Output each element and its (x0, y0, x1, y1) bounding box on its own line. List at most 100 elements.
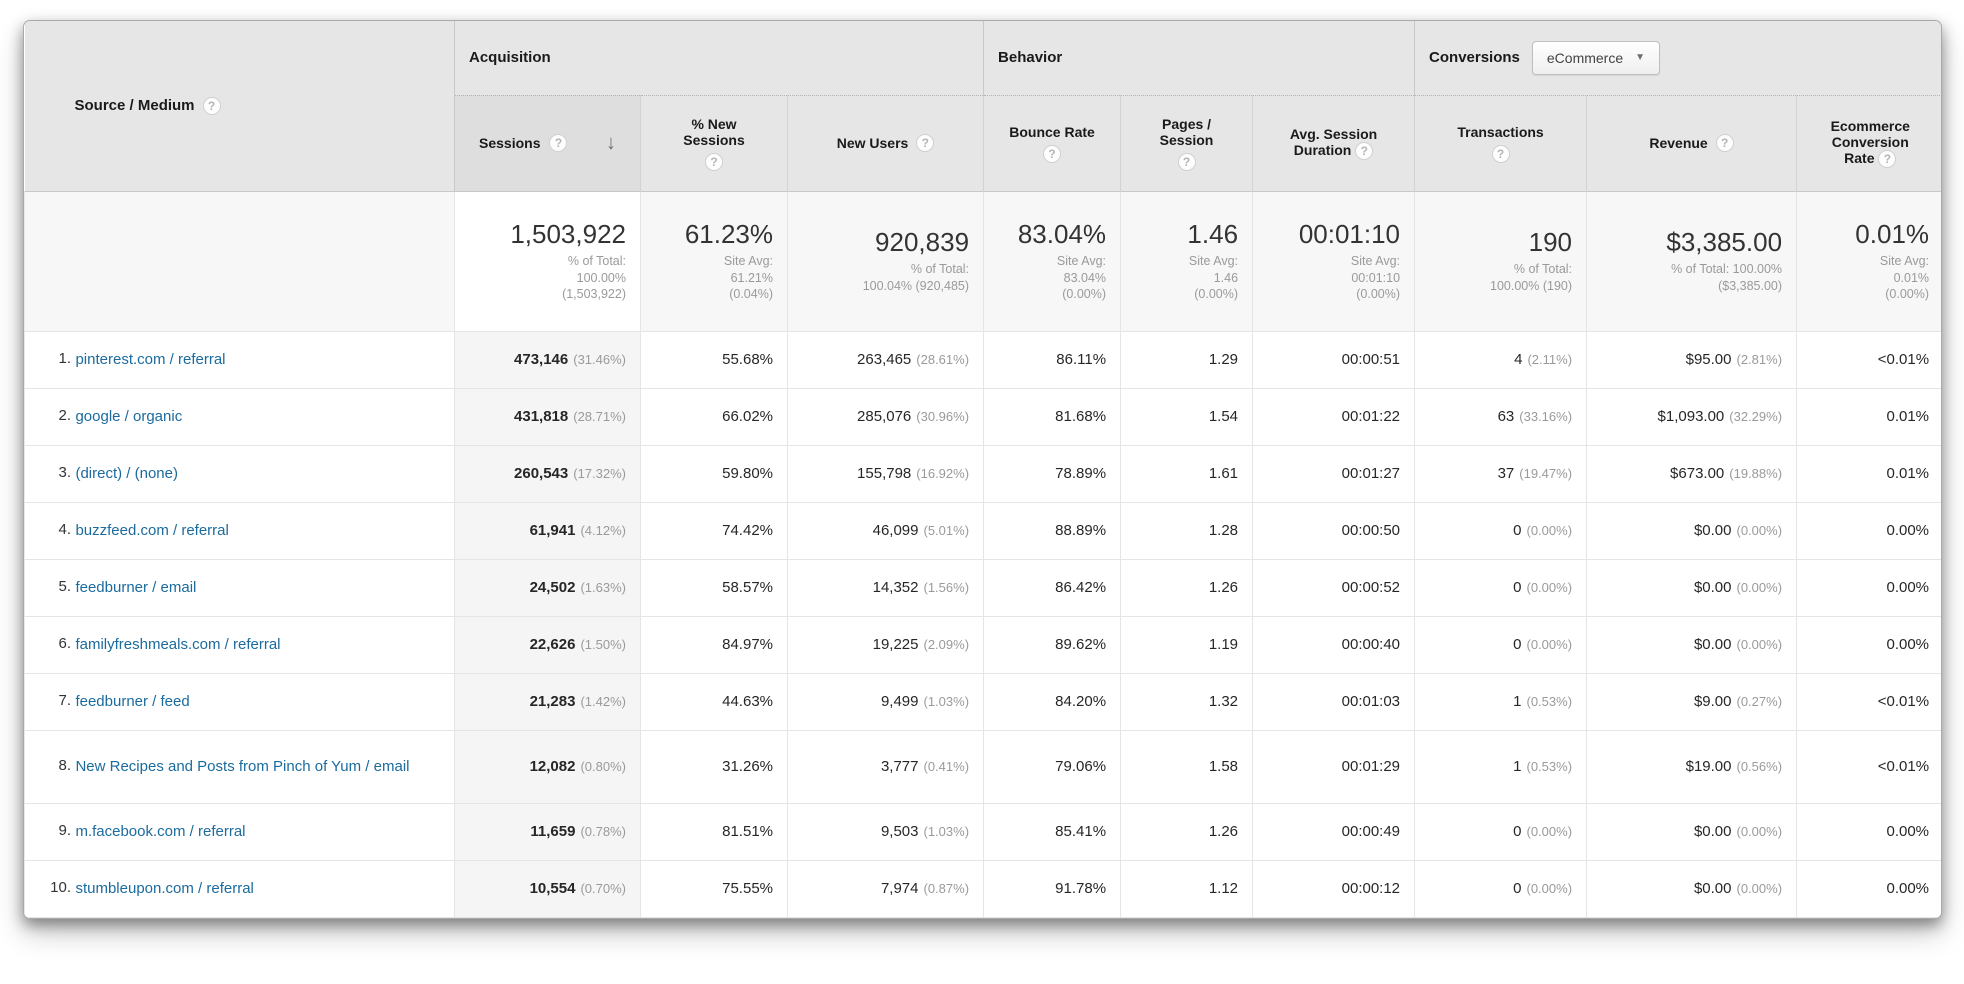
help-icon[interactable]: ? (202, 96, 221, 115)
totals-empty-cell (24, 190, 455, 332)
bounce-rate-cell: 86.11% (983, 330, 1122, 389)
pct-new-sessions-cell: 74.42% (640, 501, 788, 560)
duration-value: 00:00:52 (1341, 578, 1401, 596)
source-medium-link[interactable]: stumbleupon.com / referral (75, 879, 254, 897)
ecom-rate-cell: <0.01% (1796, 672, 1941, 731)
column-header-pages-session[interactable]: Pages / Session ? (1120, 94, 1253, 191)
sort-descending-icon: ↓ (606, 132, 616, 154)
source-medium-link[interactable]: feedburner / email (75, 578, 197, 596)
help-icon[interactable]: ? (1355, 142, 1374, 160)
column-header-sessions[interactable]: Sessions ? ↓ (454, 94, 641, 191)
ecom-value: <0.01% (1877, 757, 1930, 775)
conversions-goal-dropdown[interactable]: eCommerce ▼ (1531, 40, 1661, 75)
pct-new-sessions-header-label: % New Sessions (683, 115, 745, 148)
transactions-value: 0 (1513, 879, 1522, 897)
help-icon[interactable]: ? (1878, 150, 1897, 168)
help-icon[interactable]: ? (1715, 134, 1734, 152)
source-medium-link[interactable]: buzzfeed.com / referral (75, 521, 229, 539)
new-users-cell: 155,798 (16.92%) (786, 444, 985, 503)
pct-new-value: 75.55% (722, 879, 773, 897)
transactions-value: 1 (1513, 692, 1522, 710)
new-users-cell: 46,099 (5.01%) (786, 501, 985, 560)
transactions-cell: 0 (0.00%) (1414, 615, 1588, 674)
source-medium-link[interactable]: New Recipes and Posts from Pinch of Yum … (75, 757, 410, 775)
duration-value: 00:00:51 (1341, 350, 1401, 368)
totals-ecom-rate-cell: 0.01% Site Avg: 0.01% (0.00%) (1796, 190, 1941, 332)
duration-value: 00:00:50 (1341, 521, 1401, 539)
help-icon[interactable]: ? (1491, 144, 1510, 163)
revenue-value: $9.00 (1693, 692, 1732, 710)
pct-new-sessions-cell: 58.57% (640, 558, 788, 617)
source-medium-link[interactable]: feedburner / feed (75, 692, 190, 710)
column-header-avg-session-duration[interactable]: Avg. Session Duration ? (1252, 94, 1415, 191)
help-icon[interactable]: ? (1177, 152, 1196, 171)
pct-new-value: 84.97% (722, 635, 773, 653)
sessions-cell: 473,146 (31.46%) (454, 330, 641, 389)
help-icon[interactable]: ? (549, 134, 568, 152)
source-medium-cell: 4. buzzfeed.com / referral (24, 501, 455, 560)
source-medium-table: Source / Medium ? Acquisition Behavior C… (24, 21, 1941, 918)
source-medium-link[interactable]: familyfreshmeals.com / referral (75, 635, 281, 653)
new-users-pct: (0.87%) (923, 880, 970, 896)
revenue-value: $0.00 (1693, 578, 1732, 596)
totals-pages-value: 1.46 (1187, 218, 1239, 249)
source-medium-cell: 7. feedburner / feed (24, 672, 455, 731)
sessions-pct: (0.80%) (580, 758, 626, 774)
ecom-value: 0.00% (1886, 879, 1930, 897)
pages-session-cell: 1.58 (1120, 729, 1254, 804)
row-rank: 3. (58, 463, 71, 481)
column-header-source-medium[interactable]: Source / Medium ? (24, 21, 455, 191)
bounce-rate-cell: 78.89% (983, 444, 1122, 503)
new-users-value: 285,076 (857, 407, 912, 425)
pages-session-cell: 1.26 (1120, 558, 1254, 617)
revenue-cell: $1,093.00 (32.29%) (1586, 387, 1798, 446)
help-icon[interactable]: ? (916, 134, 935, 152)
source-medium-link[interactable]: m.facebook.com / referral (75, 822, 246, 840)
column-header-transactions[interactable]: Transactions ? (1414, 94, 1587, 191)
row-rank: 7. (58, 691, 71, 709)
duration-value: 00:01:29 (1341, 757, 1401, 775)
totals-pages-sub: Site Avg: 1.46 (0.00%) (1188, 253, 1239, 302)
revenue-value: $673.00 (1670, 464, 1725, 482)
column-header-pct-new-sessions[interactable]: % New Sessions ? (640, 94, 788, 191)
source-medium-link[interactable]: google / organic (75, 407, 183, 425)
revenue-cell: $0.00 (0.00%) (1586, 615, 1798, 674)
row-rank: 6. (58, 634, 71, 652)
transactions-cell: 1 (0.53%) (1414, 672, 1588, 731)
source-medium-link[interactable]: pinterest.com / referral (75, 350, 226, 368)
sessions-value: 431,818 (514, 407, 569, 425)
column-header-bounce-rate[interactable]: Bounce Rate ? (983, 94, 1121, 191)
column-header-ecommerce-conversion-rate[interactable]: Ecommerce Conversion Rate ? (1796, 94, 1941, 191)
help-icon[interactable]: ? (705, 152, 723, 171)
revenue-value: $0.00 (1693, 879, 1732, 897)
transactions-pct: (0.53%) (1526, 758, 1573, 774)
totals-bounce-rate-cell: 83.04% Site Avg: 83.04% (0.00%) (983, 190, 1122, 332)
new-users-pct: (1.03%) (923, 693, 970, 709)
transactions-value: 63 (1497, 407, 1515, 425)
new-users-value: 46,099 (872, 521, 919, 539)
revenue-pct: (0.00%) (1736, 823, 1783, 839)
source-medium-link[interactable]: (direct) / (none) (75, 464, 178, 482)
pages-value: 1.32 (1208, 692, 1239, 710)
totals-revenue-cell: $3,385.00 % of Total: 100.00% ($3,385.00… (1586, 190, 1798, 332)
bounce-value: 79.06% (1055, 757, 1107, 775)
row-rank: 9. (58, 821, 71, 839)
new-users-pct: (30.96%) (916, 408, 970, 424)
source-medium-cell: 2. google / organic (24, 387, 455, 446)
column-header-revenue[interactable]: Revenue ? (1586, 94, 1797, 191)
pages-session-cell: 1.26 (1120, 802, 1254, 861)
new-users-header-label: New Users (836, 135, 909, 151)
new-users-pct: (5.01%) (923, 522, 970, 538)
sessions-header-label: Sessions (479, 135, 541, 151)
bounce-value: 85.41% (1055, 822, 1107, 840)
column-header-new-users[interactable]: New Users ? (786, 94, 984, 191)
help-icon[interactable]: ? (1043, 144, 1062, 163)
ecom-rate-cell: 0.00% (1796, 558, 1941, 617)
avg-duration-cell: 00:01:03 (1252, 672, 1416, 731)
revenue-cell: $0.00 (0.00%) (1586, 558, 1798, 617)
row-rank: 1. (58, 349, 71, 367)
totals-revenue-sub: % of Total: 100.00% ($3,385.00) (1671, 262, 1783, 293)
new-users-cell: 9,503 (1.03%) (786, 802, 985, 861)
pct-new-sessions-cell: 75.55% (640, 859, 788, 918)
sessions-pct: (1.63%) (580, 579, 626, 595)
